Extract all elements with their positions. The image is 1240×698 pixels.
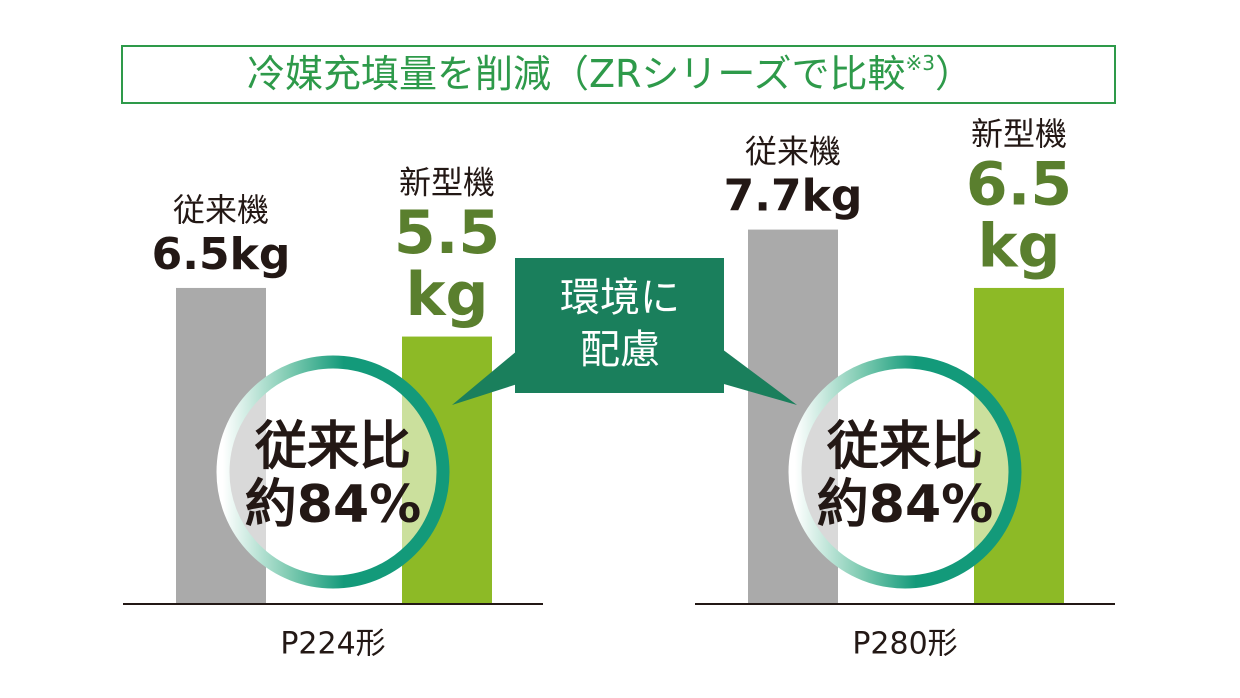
- value-unit: kg: [978, 212, 1061, 282]
- ratio-disc: [229, 368, 437, 576]
- value-label: 5.5: [394, 198, 500, 268]
- ratio-ring: [788, 355, 1022, 589]
- ratio-title: 従来比: [254, 417, 411, 477]
- ratio-disc: [801, 368, 1009, 576]
- plot: 従来機6.5kg新型機5.5kgP224形従来比約84%従来機7.7kg新型機6…: [123, 115, 1115, 662]
- value-label: 6.5kg: [152, 229, 291, 280]
- callout-pointer: [452, 340, 530, 405]
- ratio-title: 従来比: [826, 417, 983, 477]
- value-unit: kg: [230, 229, 291, 280]
- ratio-label: 約84%: [245, 475, 421, 535]
- title-text: 冷媒充填量を削減（ZRシリーズで比較: [247, 52, 906, 96]
- value-unit: kg: [406, 260, 489, 330]
- callout-pointer: [710, 340, 797, 405]
- series-label: 従来機: [173, 191, 269, 229]
- chart-title: 冷媒充填量を削減（ZRシリーズで比較※3）: [247, 51, 973, 96]
- value-label: 6.5: [966, 150, 1072, 220]
- ratio-label: 約84%: [817, 475, 993, 535]
- x-tick-label: P224形: [280, 627, 385, 662]
- title-box: [121, 45, 1116, 104]
- series-label: 新型機: [971, 115, 1067, 153]
- value-label: 7.7kg: [724, 171, 863, 222]
- ratio-ring: [216, 355, 450, 589]
- callout-text: 配慮: [580, 327, 660, 373]
- x-tick-label: P280形: [852, 627, 957, 662]
- callout-text: 環境に: [560, 275, 680, 321]
- callout-box: [515, 258, 724, 393]
- series-label: 従来機: [745, 133, 841, 171]
- value-number: 7.7: [724, 171, 802, 222]
- value-unit: kg: [802, 171, 863, 222]
- value-number: 6.5: [152, 229, 230, 280]
- title-close: ）: [935, 52, 973, 96]
- title-note: ※3: [906, 51, 935, 75]
- series-label: 新型機: [399, 164, 495, 202]
